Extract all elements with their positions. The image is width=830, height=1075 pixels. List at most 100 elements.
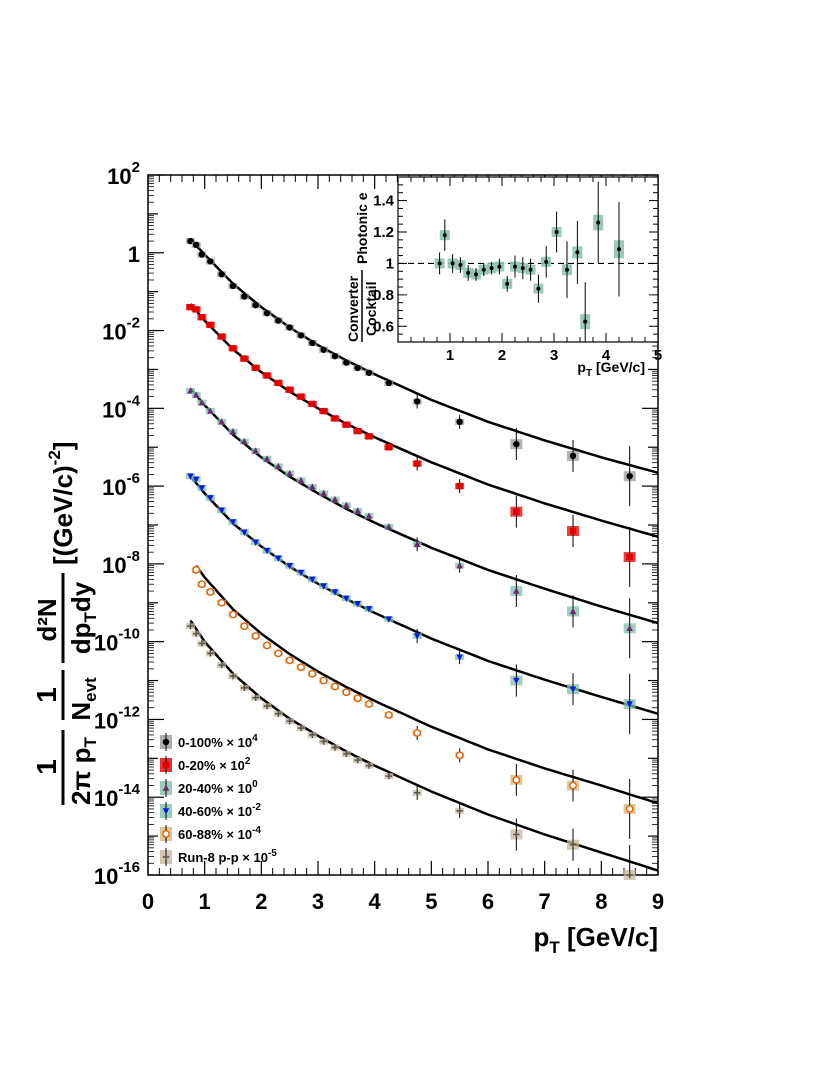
data-point <box>285 656 294 665</box>
data-point <box>385 379 393 387</box>
data-point <box>207 495 214 502</box>
series-2 <box>186 387 636 659</box>
data-point <box>320 489 327 497</box>
data-point <box>286 562 293 570</box>
data-point <box>343 501 350 509</box>
data-point <box>320 346 327 353</box>
inset-point-group <box>517 257 528 280</box>
inset-data-point <box>544 259 549 264</box>
x-tick-label: 7 <box>539 889 551 914</box>
data-point <box>626 871 633 879</box>
data-point <box>513 440 520 448</box>
series-1 <box>186 303 636 588</box>
data-point <box>263 455 271 462</box>
data-point <box>229 282 237 290</box>
data-point <box>456 561 463 569</box>
data-point <box>240 622 249 631</box>
series-0 <box>186 237 636 507</box>
inset-y-tick-label: 1.4 <box>373 193 395 210</box>
data-point <box>413 729 422 737</box>
data-point <box>354 364 361 372</box>
data-point <box>413 398 421 405</box>
data-point <box>385 772 393 780</box>
inset-data-point <box>442 233 447 238</box>
data-point <box>413 789 421 796</box>
data-point <box>331 495 339 503</box>
data-point <box>385 523 393 530</box>
inset-point-group <box>580 282 591 342</box>
data-point <box>187 473 194 480</box>
data-point <box>413 460 421 467</box>
data-point <box>297 332 305 339</box>
x-tick-label: 1 <box>199 889 211 914</box>
inset-y-tick-label: 0.6 <box>373 318 394 335</box>
data-point <box>229 610 237 619</box>
data-point <box>413 540 421 547</box>
data-point <box>192 391 200 398</box>
inset-data-point <box>596 220 601 225</box>
data-point <box>241 529 248 536</box>
inset-data-point <box>513 264 517 269</box>
inset-point-group <box>478 263 489 276</box>
y-label-frac3-den: dpTdy <box>66 581 100 654</box>
series-5 <box>186 622 636 880</box>
legend-label: 40-60% × 10-2 <box>178 802 261 819</box>
data-point <box>320 738 327 745</box>
inset-data-point <box>481 267 486 272</box>
y-tick-label: 10-14 <box>94 781 141 811</box>
inset-point-group <box>614 202 624 297</box>
data-point <box>309 400 316 408</box>
data-point <box>192 241 200 249</box>
data-point <box>331 682 339 691</box>
data-point <box>241 293 248 300</box>
inset-point-group <box>593 181 604 264</box>
data-point <box>385 444 393 451</box>
fit-curve-4 <box>195 564 659 805</box>
data-point <box>308 669 317 678</box>
y-axis-label: 1 2π pT 1 Nevt d²N dpTdy [(GeV/c)-2] <box>31 442 100 805</box>
legend-label: Run-8 p-p × 10-5 <box>178 848 277 865</box>
inset-point-group <box>572 221 583 284</box>
data-point <box>320 407 327 415</box>
x-tick-label: 2 <box>255 889 267 914</box>
data-point <box>569 527 577 535</box>
data-point <box>413 633 421 640</box>
y-label-frac2-den: Nevt <box>66 677 100 721</box>
data-point <box>320 583 327 590</box>
data-point <box>241 437 248 445</box>
inset-data-point <box>505 281 510 286</box>
y-tick-label: 10-4 <box>102 392 140 422</box>
data-point <box>569 686 577 693</box>
legend-entry: 60-88% × 10-4 <box>160 825 261 843</box>
legend-label: 0-20% × 102 <box>178 756 251 773</box>
legend-marker <box>162 761 170 769</box>
data-point <box>297 663 305 672</box>
data-point <box>252 301 259 309</box>
data-point <box>286 324 293 331</box>
data-point <box>331 415 339 422</box>
y-tick-label: 1 <box>128 242 140 267</box>
data-point <box>365 433 373 440</box>
legend-entry: 40-60% × 10-2 <box>160 802 261 820</box>
data-point <box>343 421 350 428</box>
data-point <box>385 616 393 623</box>
data-point <box>275 555 282 562</box>
inset-data-point <box>528 267 533 272</box>
data-point <box>331 589 339 596</box>
y-tick-label: 10-12 <box>94 703 140 733</box>
data-point <box>354 507 361 514</box>
data-point <box>252 539 259 546</box>
data-point <box>297 393 305 400</box>
data-point <box>331 744 339 751</box>
data-point <box>251 632 260 640</box>
data-point <box>187 622 194 630</box>
data-point <box>569 607 577 615</box>
data-point <box>354 756 361 764</box>
data-point <box>207 650 214 657</box>
data-point <box>297 724 305 732</box>
inset-data-point <box>536 286 541 291</box>
data-point <box>275 379 282 387</box>
inset-point-group <box>510 255 520 278</box>
data-point <box>197 580 206 589</box>
